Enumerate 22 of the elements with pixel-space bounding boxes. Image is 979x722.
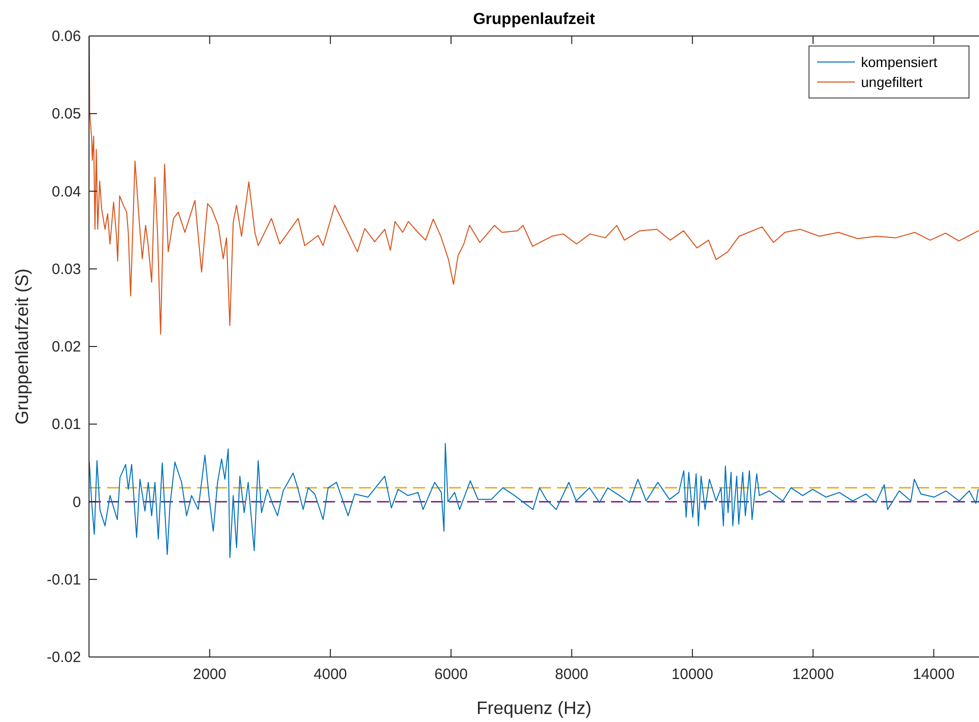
- legend-label: kompensiert: [861, 54, 938, 70]
- y-axis-title: Gruppenlaufzeit (S): [12, 268, 32, 425]
- y-tick-label: -0.01: [46, 571, 81, 588]
- legend-label: ungefiltert: [861, 74, 923, 90]
- x-tick-label: 6000: [434, 666, 468, 683]
- chart-title: Gruppenlaufzeit: [473, 11, 596, 28]
- y-tick-label: 0: [72, 494, 81, 511]
- y-tick-label: 0.05: [52, 106, 81, 123]
- y-tick-label: 0.03: [52, 260, 81, 278]
- x-tick-label: 8000: [555, 666, 588, 683]
- y-tick-label: -0.02: [46, 649, 81, 666]
- x-tick-label: 4000: [314, 666, 348, 683]
- y-tick-label: 0.01: [52, 416, 81, 434]
- x-tick-label: 14000: [912, 666, 955, 683]
- y-tick-label: 0.02: [52, 338, 81, 356]
- line-series: [89, 443, 979, 558]
- y-tick-label: 0.04: [52, 183, 81, 200]
- x-tick-label: 10000: [672, 666, 714, 683]
- x-axis-title: Frequenz (Hz): [476, 698, 592, 718]
- x-tick-label: 12000: [792, 666, 834, 683]
- x-tick-label: 2000: [192, 666, 226, 683]
- y-tick-label: 0.06: [52, 28, 81, 45]
